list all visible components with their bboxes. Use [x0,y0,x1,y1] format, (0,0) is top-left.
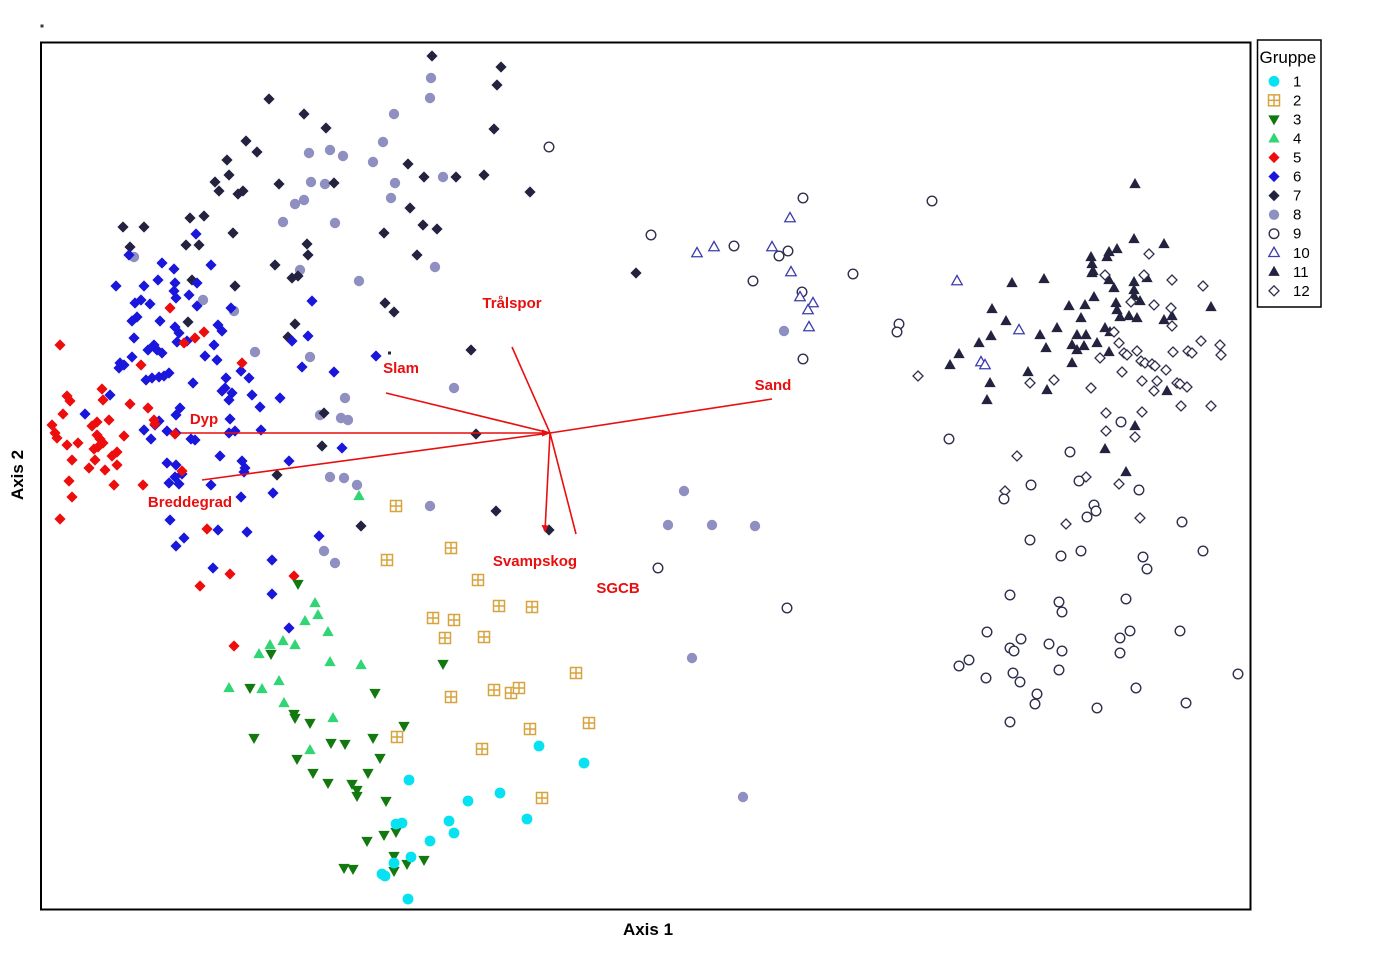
svg-text:Axis 1: Axis 1 [623,920,673,939]
svg-text:7: 7 [1293,188,1301,205]
svg-text:3: 3 [1293,111,1301,128]
svg-text:4: 4 [1293,130,1301,147]
svg-text:Gruppe: Gruppe [1260,48,1317,67]
svg-text:9: 9 [1293,226,1301,243]
svg-text:2: 2 [1293,92,1301,109]
svg-text:Trålspor: Trålspor [482,295,541,312]
svg-text:10: 10 [1293,245,1310,262]
svg-text:Axis 2: Axis 2 [8,450,27,500]
svg-text:11: 11 [1293,264,1309,281]
svg-text:8: 8 [1293,207,1301,224]
svg-text:5: 5 [1293,150,1301,167]
svg-text:SGCB: SGCB [596,580,640,597]
svg-text:1: 1 [1293,73,1301,90]
svg-text:6: 6 [1293,169,1301,186]
svg-text:Slam: Slam [383,360,419,377]
svg-text:12: 12 [1293,283,1310,300]
svg-text:Svampskog: Svampskog [493,553,577,570]
svg-text:Dyp: Dyp [190,411,218,428]
svg-text:Breddegrad: Breddegrad [148,494,232,511]
svg-text:Sand: Sand [755,377,792,394]
